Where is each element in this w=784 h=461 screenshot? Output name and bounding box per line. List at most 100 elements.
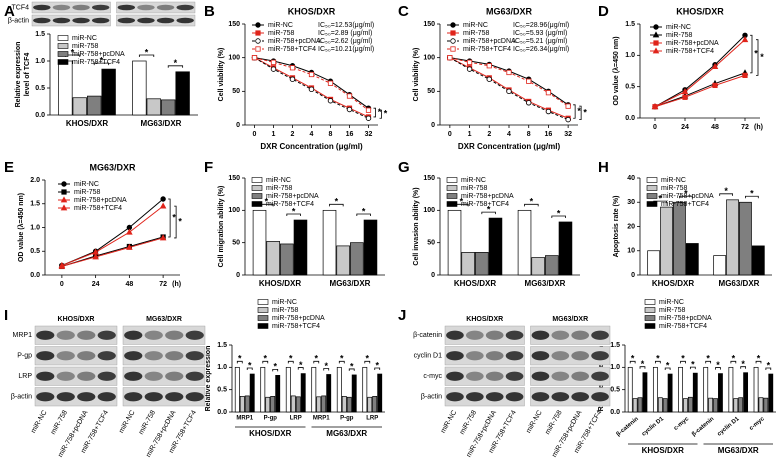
blot-lane-label: miR-758	[459, 409, 478, 436]
y-tick-label: 1.0	[610, 364, 620, 371]
legend-swatch	[446, 193, 458, 199]
point	[565, 116, 571, 123]
blot-lane-label: miR-NC	[525, 409, 544, 434]
bar	[545, 255, 559, 276]
significance-bracket	[719, 193, 733, 196]
bar	[751, 245, 765, 276]
blot-band	[91, 4, 110, 11]
significance: *	[641, 359, 645, 369]
blot-group-label: MG63/DXR	[552, 316, 588, 323]
x-tick-label: 16	[545, 131, 553, 138]
bar	[531, 257, 545, 276]
significance: *	[362, 206, 366, 216]
legend-swatch	[646, 177, 658, 183]
point	[681, 88, 689, 95]
blot-band	[551, 330, 570, 340]
chart-title: KHOS/DXR	[288, 6, 336, 16]
legend-label: miR-NC	[268, 22, 293, 29]
bar	[461, 252, 475, 276]
ic50-label: IC₅₀=2.62 (μg/ml)	[318, 38, 372, 45]
legend-swatch	[446, 177, 458, 183]
x-tick-label: 48	[711, 124, 719, 131]
bar	[475, 252, 489, 276]
bar	[667, 373, 673, 413]
blot-band	[56, 351, 75, 361]
x-tick-label: c-myc	[749, 416, 767, 432]
bar	[336, 366, 342, 413]
x-tick-label: 0	[448, 131, 452, 138]
legend-label: miR-758+pcDNA	[272, 315, 325, 322]
blot-band	[571, 351, 590, 361]
blot-band	[185, 392, 204, 402]
blot-strip	[116, 14, 196, 27]
bar	[708, 397, 714, 413]
blot-band	[591, 330, 609, 340]
bar	[132, 60, 147, 116]
legend-swatch	[646, 193, 658, 199]
y-axis-label: Cell viability (%)	[218, 48, 225, 102]
point	[126, 228, 133, 235]
bar	[713, 398, 718, 413]
blot-band	[505, 392, 524, 402]
significance: *	[557, 208, 561, 218]
blot-row-label: LRP	[18, 373, 32, 380]
significance-bracket	[745, 195, 759, 199]
bar	[295, 396, 301, 413]
bar	[632, 398, 638, 413]
legend-swatch	[57, 59, 69, 65]
y-tick-label: 150	[423, 175, 435, 182]
significance: *	[757, 354, 761, 364]
bar	[558, 221, 573, 276]
x-tick-label: 4	[507, 131, 511, 138]
point	[526, 78, 532, 84]
blot-band	[91, 17, 110, 24]
point	[289, 65, 296, 71]
blot-row-label: P-gp	[17, 353, 32, 360]
y-tick-label: 1.5	[217, 342, 227, 349]
bar	[657, 397, 663, 413]
chart-title: MG63/DXR	[486, 6, 533, 16]
y-axis-label: level of TCF4	[24, 53, 31, 97]
legend-swatch	[644, 315, 656, 321]
chart-title: KHOS/DXR	[676, 6, 724, 16]
bar	[768, 373, 774, 413]
point	[651, 103, 659, 110]
legend-marker	[61, 189, 67, 195]
blot-row-label: c-myc	[423, 373, 442, 380]
legend-label: miR-758	[266, 185, 293, 192]
y-tick-label: 40	[627, 175, 635, 182]
bar	[726, 199, 739, 276]
legend-label: miR-758+TCF4	[661, 201, 709, 208]
legend-marker	[450, 30, 456, 36]
ic50-label: IC₅₀=5.21 (μg/ml)	[513, 38, 567, 45]
y-axis-label: Cell invasion ability (%)	[413, 187, 420, 265]
legend-swatch	[644, 307, 656, 313]
point	[270, 59, 277, 65]
significance-bracket	[715, 367, 721, 370]
x-tick-label: 0	[253, 131, 257, 138]
x-tick-label: cyclin D1	[717, 416, 742, 438]
blot-row-label: β-actin	[8, 17, 29, 24]
legend-label: miR-758+TCF4	[266, 201, 314, 208]
x-tick-label: MG63/DXR	[330, 279, 371, 288]
significance: *	[754, 48, 758, 58]
bar	[728, 366, 734, 413]
legend-label: miR-758	[666, 32, 693, 39]
significance-bracket	[579, 105, 582, 121]
bar	[322, 209, 337, 276]
significance: *	[666, 360, 670, 370]
y-axis-label: Relative expression	[205, 346, 212, 412]
blot-strip	[444, 387, 525, 407]
y-axis-label: Cell migration ability (%)	[218, 186, 225, 268]
significance-bracket	[93, 62, 110, 66]
point	[308, 71, 315, 78]
y-tick-label: 150	[228, 21, 240, 28]
blot-band	[72, 4, 90, 11]
bar	[270, 396, 276, 413]
blot-band	[156, 4, 175, 11]
x-tick-label: 8	[527, 131, 531, 138]
blot-row-label: β-actin	[11, 394, 32, 401]
bar	[739, 201, 752, 276]
y-tick-label: 1.0	[217, 364, 227, 371]
x-tick-label: KHOS/DXR	[259, 279, 301, 288]
